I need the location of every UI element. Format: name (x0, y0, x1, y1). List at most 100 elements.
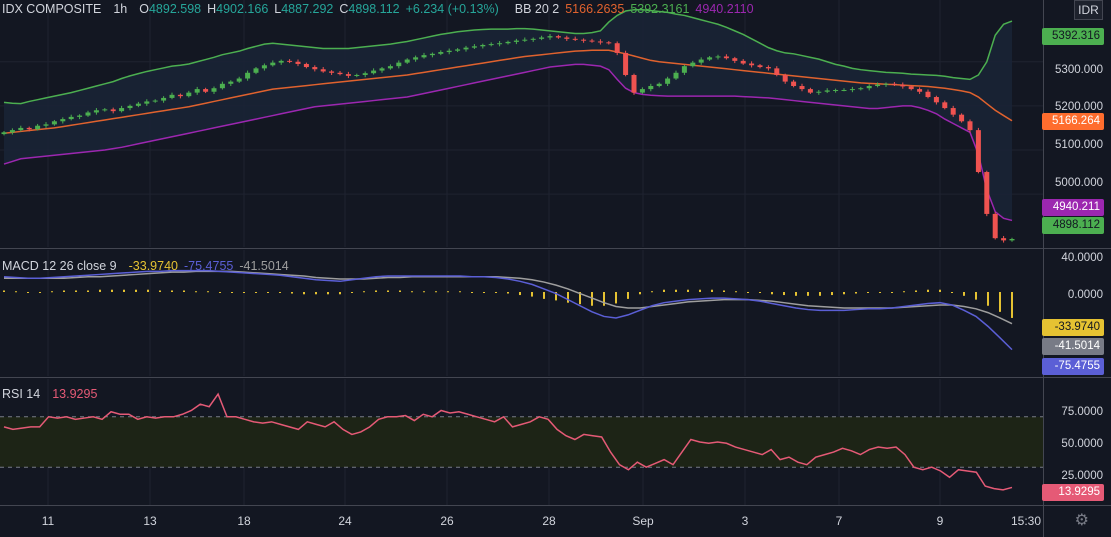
candle-body (488, 44, 494, 46)
bb-upper-pill: 5392.316 (1042, 28, 1104, 45)
candle-body (505, 41, 511, 44)
settings-gear-icon[interactable]: ⚙ (1074, 512, 1089, 529)
candle-body (925, 91, 931, 98)
macd-tick: 40.0000 (1061, 252, 1103, 264)
macd-hist-bar (747, 292, 749, 293)
bb-lower-line (3, 63, 1013, 222)
macd-hist-bar (135, 289, 137, 292)
macd-hist-bar (3, 290, 5, 292)
candle-body (446, 50, 452, 53)
macd-hist-bar (891, 292, 893, 293)
ohlc-close: C4898.112 (339, 2, 400, 16)
candle-body (320, 69, 326, 72)
rsi-tick: 25.0000 (1061, 470, 1103, 482)
macd-hist-bar (579, 292, 581, 305)
rsi-line (3, 392, 1013, 491)
candle-body (816, 91, 822, 93)
candle-body (648, 86, 654, 90)
candle-body (891, 83, 897, 85)
candle-body (345, 74, 351, 76)
candle-body (379, 68, 385, 71)
macd-label[interactable]: MACD 12 26 close 9 (2, 259, 117, 273)
candle-body (555, 36, 561, 38)
candle-body (833, 89, 839, 91)
macd-hist-bar (363, 291, 365, 293)
macd-hist-bar (459, 291, 461, 293)
candle-body (144, 101, 150, 104)
macd-hist-bar (543, 292, 545, 299)
candle-body (967, 121, 973, 131)
macd-hist-bar (255, 292, 257, 293)
candle-body (278, 60, 284, 63)
macd-hist-bar (75, 290, 77, 292)
candle-body (429, 53, 435, 56)
candle-body (463, 47, 469, 50)
candle-body (572, 38, 578, 40)
candle-body (387, 66, 393, 69)
macd-hist-bar (843, 292, 845, 295)
rsi-tick: 75.0000 (1061, 406, 1103, 418)
x-axis-label: 3 (741, 514, 749, 528)
candle-body (917, 89, 923, 92)
macd-hist-bar (867, 292, 869, 293)
candle-body (177, 94, 183, 97)
candle-body (219, 83, 225, 89)
macd-hist-bar (159, 290, 161, 292)
macd-hist-bar (519, 292, 521, 296)
macd-hist-bar (687, 289, 689, 292)
macd-hist-bar (963, 292, 965, 296)
candle-body (732, 58, 738, 61)
candle-body (740, 60, 746, 64)
macd-hist-bar (231, 292, 233, 293)
candle-body (715, 56, 721, 58)
candle-body (866, 86, 872, 89)
macd-hist-bar (423, 291, 425, 293)
macd-hist-bar (27, 292, 29, 293)
candle-body (522, 39, 528, 41)
candle-body (404, 59, 410, 63)
candle-body (849, 89, 855, 91)
candle-body (471, 46, 477, 48)
candle-body (480, 44, 486, 47)
macd-hist-bar (615, 292, 617, 304)
ohlc-high: H4902.166 (207, 2, 269, 16)
macd-hist-bar (987, 292, 989, 306)
candle-body (875, 84, 881, 87)
candle-body (26, 127, 32, 130)
macd-hist-value: -33.9740 (128, 259, 178, 273)
candle-body (396, 62, 402, 67)
symbol-name[interactable]: IDX COMPOSITE (2, 2, 102, 16)
currency-button[interactable]: IDR (1074, 0, 1103, 20)
macd-line-pill: -75.4755 (1042, 358, 1104, 375)
macd-hist-bar (267, 292, 269, 293)
interval-label[interactable]: 1h (113, 2, 128, 16)
candle-body (68, 116, 74, 120)
candle-body (656, 83, 662, 87)
x-axis-label: 7 (835, 514, 843, 528)
macd-hist-bar (387, 290, 389, 292)
candle-body (513, 40, 519, 42)
candle-body (270, 62, 276, 66)
bb-label[interactable]: BB 20 2 (514, 2, 560, 16)
candle-body (9, 130, 15, 133)
candle-body (119, 108, 125, 112)
candle-body (161, 97, 167, 101)
macd-hist-bar (999, 292, 1001, 312)
candle-body (606, 42, 612, 44)
candle-body (438, 52, 444, 54)
candle-body (707, 57, 713, 60)
candle-body (639, 89, 645, 93)
macd-signal-line (4, 270, 1013, 325)
macd-hist-bar (735, 291, 737, 293)
candle-body (883, 83, 889, 85)
macd-hist-bar (819, 292, 821, 296)
bb-basis-line (3, 49, 1013, 134)
rsi-legend: RSI 14 13.9295 (2, 386, 97, 402)
rsi-label[interactable]: RSI 14 (2, 387, 41, 401)
candle-body (245, 72, 251, 79)
macd-hist-bar (411, 291, 413, 293)
macd-hist-bar (123, 289, 125, 292)
macd-hist-bar (315, 292, 317, 295)
macd-hist-bar (831, 292, 833, 296)
